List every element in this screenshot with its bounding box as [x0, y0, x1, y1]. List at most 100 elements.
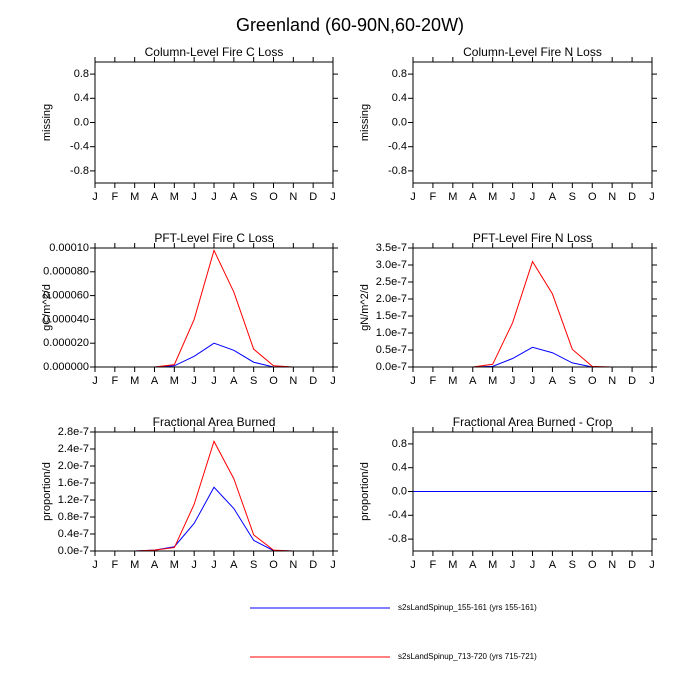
x-tick-label: J [191, 559, 197, 571]
y-tick-label: 1.6e-7 [58, 477, 89, 489]
x-tick-label: M [448, 191, 457, 203]
y-tick-label: 2.5e-7 [376, 276, 407, 288]
x-tick-label: J [191, 191, 197, 203]
y-tick-label: 2.0e-7 [58, 460, 89, 472]
y-axis-label: proportion/d [359, 462, 371, 521]
x-tick-label: F [430, 375, 437, 387]
x-tick-label: N [608, 559, 616, 571]
y-tick-label: 0.000060 [43, 290, 89, 302]
y-tick-label: 0.8e-7 [58, 511, 89, 523]
y-tick-label: -0.8 [70, 165, 89, 177]
plot-frame [94, 431, 334, 552]
y-tick-label: 0.4 [392, 462, 407, 474]
x-tick-label: J [410, 191, 416, 203]
plot-frame [94, 247, 334, 368]
x-tick-label: A [230, 375, 238, 387]
x-tick-label: F [111, 191, 118, 203]
x-tick-label: J [211, 375, 217, 387]
series-line [413, 346, 652, 368]
y-tick-label: 0.0 [74, 116, 89, 128]
x-tick-label: D [628, 191, 636, 203]
x-tick-label: A [151, 375, 159, 387]
x-tick-label: J [649, 559, 655, 571]
x-tick-label: J [92, 559, 98, 571]
y-tick-label: 1.0e-7 [376, 327, 407, 339]
x-tick-label: O [269, 559, 278, 571]
x-tick-label: J [530, 375, 536, 387]
y-tick-label: 0.0 [392, 116, 407, 128]
x-tick-label: A [230, 559, 238, 571]
x-tick-label: F [111, 375, 118, 387]
x-tick-label: D [309, 375, 317, 387]
y-tick-label: -0.8 [388, 533, 407, 545]
x-tick-label: A [151, 559, 159, 571]
plot-frame [94, 61, 334, 184]
y-tick-label: 2.4e-7 [58, 443, 89, 455]
x-tick-label: F [430, 191, 437, 203]
series-line [95, 440, 333, 552]
x-tick-label: N [289, 559, 297, 571]
x-tick-label: M [488, 191, 497, 203]
x-tick-label: M [448, 559, 457, 571]
y-tick-label: 0.000040 [43, 313, 89, 325]
legend-label: s2sLandSpinup_155-161 (yrs 155-161) [398, 603, 537, 612]
x-tick-label: D [628, 375, 636, 387]
x-tick-label: J [92, 375, 98, 387]
x-tick-label: O [588, 559, 597, 571]
x-tick-label: M [130, 559, 139, 571]
panel-title: Fractional Area Burned [153, 415, 276, 429]
y-tick-label: -0.8 [388, 165, 407, 177]
x-tick-label: A [549, 559, 557, 571]
y-tick-label: 0.0e-7 [58, 545, 89, 557]
y-tick-label: -0.4 [70, 141, 89, 153]
panel-title: Column-Level Fire C Loss [145, 45, 284, 59]
x-tick-label: D [309, 191, 317, 203]
y-tick-label: 0.8 [74, 68, 89, 80]
x-tick-label: O [588, 375, 597, 387]
x-tick-label: S [250, 375, 257, 387]
x-tick-label: A [549, 191, 557, 203]
legend-label: s2sLandSpinup_713-720 (yrs 715-721) [398, 652, 537, 661]
y-axis-label: missing [41, 104, 53, 141]
y-tick-label: 0.000000 [43, 361, 89, 373]
x-tick-label: S [569, 375, 576, 387]
x-tick-label: J [211, 191, 217, 203]
x-tick-label: J [649, 375, 655, 387]
x-tick-label: S [569, 559, 576, 571]
x-tick-label: A [549, 375, 557, 387]
x-tick-label: M [170, 559, 179, 571]
x-tick-label: M [488, 559, 497, 571]
y-tick-label: 0.8 [392, 438, 407, 450]
x-tick-label: D [309, 559, 317, 571]
y-axis-label: missing [359, 104, 371, 141]
x-tick-label: S [250, 559, 257, 571]
x-tick-label: O [588, 191, 597, 203]
plot-frame [412, 61, 653, 184]
y-tick-label: 0.000020 [43, 337, 89, 349]
y-tick-label: 0.4 [74, 92, 89, 104]
x-tick-label: A [469, 375, 477, 387]
y-tick-label: 0.000080 [43, 266, 89, 278]
x-tick-label: N [608, 375, 616, 387]
panel-title: Fractional Area Burned - Crop [453, 415, 613, 429]
x-tick-label: A [151, 191, 159, 203]
x-tick-label: J [530, 559, 536, 571]
panel-title: PFT-Level Fire N Loss [473, 231, 592, 245]
x-tick-label: A [469, 191, 477, 203]
x-tick-label: J [510, 191, 516, 203]
y-tick-label: 2.0e-7 [376, 293, 407, 305]
y-tick-label: 1.2e-7 [58, 494, 89, 506]
y-tick-label: 0.5e-7 [376, 344, 407, 356]
x-tick-label: N [289, 191, 297, 203]
y-tick-label: 3.5e-7 [376, 242, 407, 254]
x-tick-label: J [191, 375, 197, 387]
x-tick-label: J [510, 375, 516, 387]
plot-frame [412, 431, 653, 552]
x-tick-label: J [649, 191, 655, 203]
x-tick-label: O [269, 191, 278, 203]
panel-title: Column-Level Fire N Loss [463, 45, 602, 59]
x-tick-label: J [92, 191, 98, 203]
x-tick-label: M [130, 191, 139, 203]
y-axis-label: gC/m^2/d [41, 284, 53, 331]
